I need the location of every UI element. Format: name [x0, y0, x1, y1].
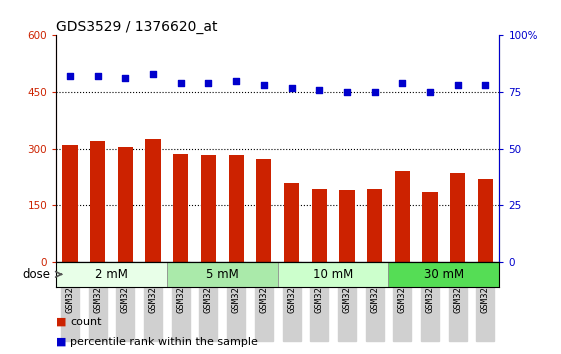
- Text: ■: ■: [56, 337, 67, 347]
- Bar: [366, 262, 384, 341]
- Point: [121, 76, 130, 81]
- Bar: [422, 192, 438, 262]
- Point: [176, 80, 185, 86]
- Bar: [395, 171, 410, 262]
- Text: count: count: [70, 317, 102, 327]
- Bar: [172, 262, 190, 341]
- Text: 10 mM: 10 mM: [313, 268, 353, 281]
- Bar: [116, 262, 134, 341]
- Point: [315, 87, 324, 93]
- Bar: [421, 262, 439, 341]
- Bar: [173, 154, 188, 262]
- Bar: [255, 262, 273, 341]
- Point: [204, 80, 213, 86]
- Bar: [118, 147, 133, 262]
- Bar: [145, 139, 160, 262]
- Bar: [449, 262, 467, 341]
- Text: percentile rank within the sample: percentile rank within the sample: [70, 337, 258, 347]
- Text: dose: dose: [22, 268, 50, 281]
- Bar: [476, 262, 494, 341]
- Bar: [283, 262, 301, 341]
- Point: [398, 80, 407, 86]
- Text: ■: ■: [56, 317, 67, 327]
- Bar: [89, 262, 107, 341]
- Bar: [56, 262, 167, 287]
- Text: GDS3529 / 1376620_at: GDS3529 / 1376620_at: [56, 21, 218, 34]
- Text: 5 mM: 5 mM: [206, 268, 238, 281]
- Point: [93, 73, 102, 79]
- Text: 30 mM: 30 mM: [424, 268, 464, 281]
- Text: 2 mM: 2 mM: [95, 268, 128, 281]
- Bar: [62, 145, 77, 262]
- Bar: [228, 155, 244, 262]
- Bar: [338, 262, 356, 341]
- Bar: [393, 262, 411, 341]
- Bar: [227, 262, 245, 341]
- Point: [149, 71, 158, 77]
- Point: [342, 89, 351, 95]
- Bar: [200, 262, 218, 341]
- Point: [481, 82, 490, 88]
- Bar: [144, 262, 162, 341]
- Bar: [278, 262, 388, 287]
- Bar: [201, 155, 216, 262]
- Bar: [256, 159, 272, 262]
- Bar: [367, 189, 382, 262]
- Point: [426, 89, 435, 95]
- Point: [232, 78, 241, 84]
- Bar: [339, 190, 355, 262]
- Bar: [310, 262, 328, 341]
- Bar: [311, 189, 327, 262]
- Bar: [284, 183, 299, 262]
- Bar: [90, 141, 105, 262]
- Bar: [388, 262, 499, 287]
- Point: [453, 82, 462, 88]
- Point: [287, 85, 296, 90]
- Bar: [450, 173, 466, 262]
- Bar: [478, 179, 493, 262]
- Bar: [61, 262, 79, 341]
- Point: [370, 89, 379, 95]
- Bar: [167, 262, 278, 287]
- Point: [259, 82, 268, 88]
- Point: [66, 73, 75, 79]
